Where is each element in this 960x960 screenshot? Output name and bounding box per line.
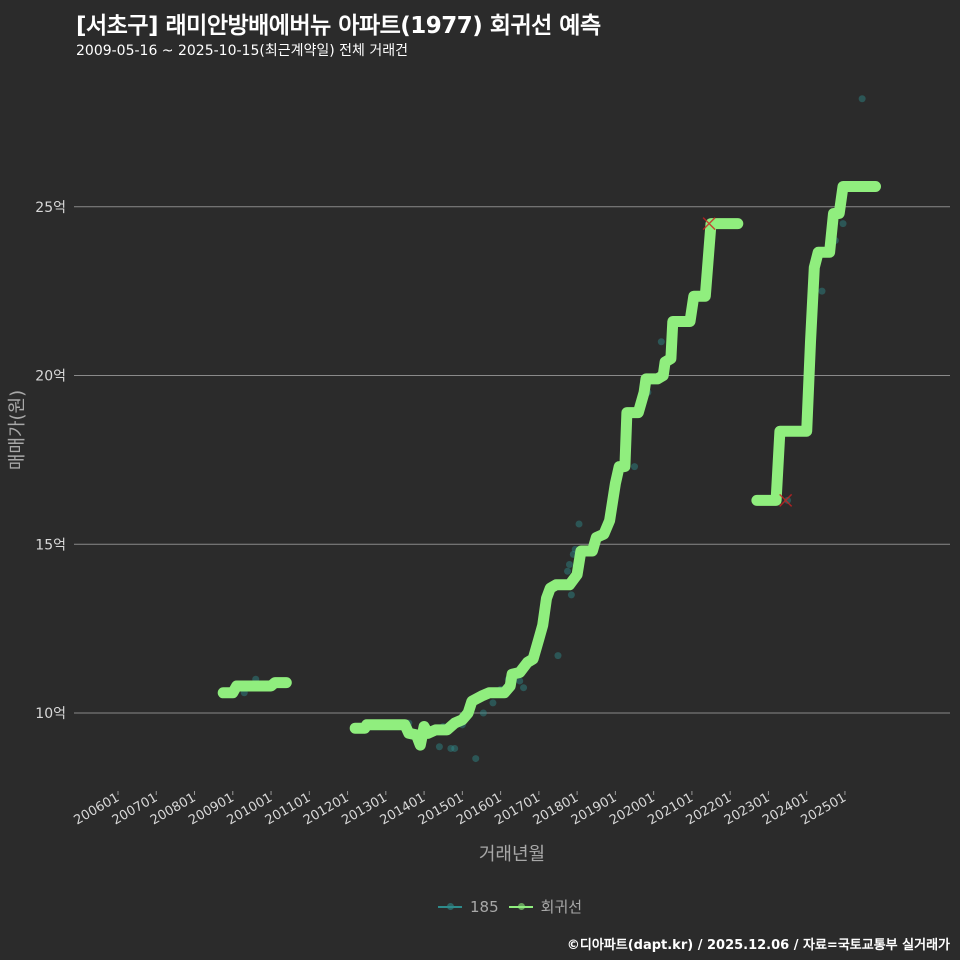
chart-subtitle: 2009-05-16 ~ 2025-10-15(최근계약일) 전체 거래건 xyxy=(76,43,408,59)
outlier-markers xyxy=(702,217,793,507)
legend-item-185: 185 xyxy=(438,898,499,916)
gridlines xyxy=(74,206,950,714)
legend: 185 회귀선 xyxy=(438,896,582,917)
x-axis-ticks: 2006012007012008012009012010012011012012… xyxy=(72,790,849,828)
legend-label: 회귀선 xyxy=(540,898,583,916)
svg-text:10억: 10억 xyxy=(35,706,66,722)
regression-line xyxy=(217,181,881,751)
x-axis-title: 거래년월 xyxy=(479,844,545,865)
legend-item-regression: 회귀선 xyxy=(508,896,583,917)
y-axis-title: 매매가(원) xyxy=(7,390,28,470)
svg-text:15억: 15억 xyxy=(35,537,66,553)
source-caption: ©디아파트(dapt.kr) / 2025.12.06 / 자료=국토교통부 실… xyxy=(566,938,950,953)
legend-line-icon xyxy=(438,902,462,910)
svg-text:20억: 20억 xyxy=(35,369,66,385)
scatter-points-185 xyxy=(240,95,866,763)
chart-title: [서초구] 래미안방배에버뉴 아파트(1977) 회귀선 예측 xyxy=(76,13,601,39)
svg-text:25억: 25억 xyxy=(35,200,66,216)
legend-label: 185 xyxy=(470,897,499,916)
y-axis-ticks: 10억 15억 20억 25억 xyxy=(35,200,66,722)
legend-line-icon xyxy=(508,902,533,910)
